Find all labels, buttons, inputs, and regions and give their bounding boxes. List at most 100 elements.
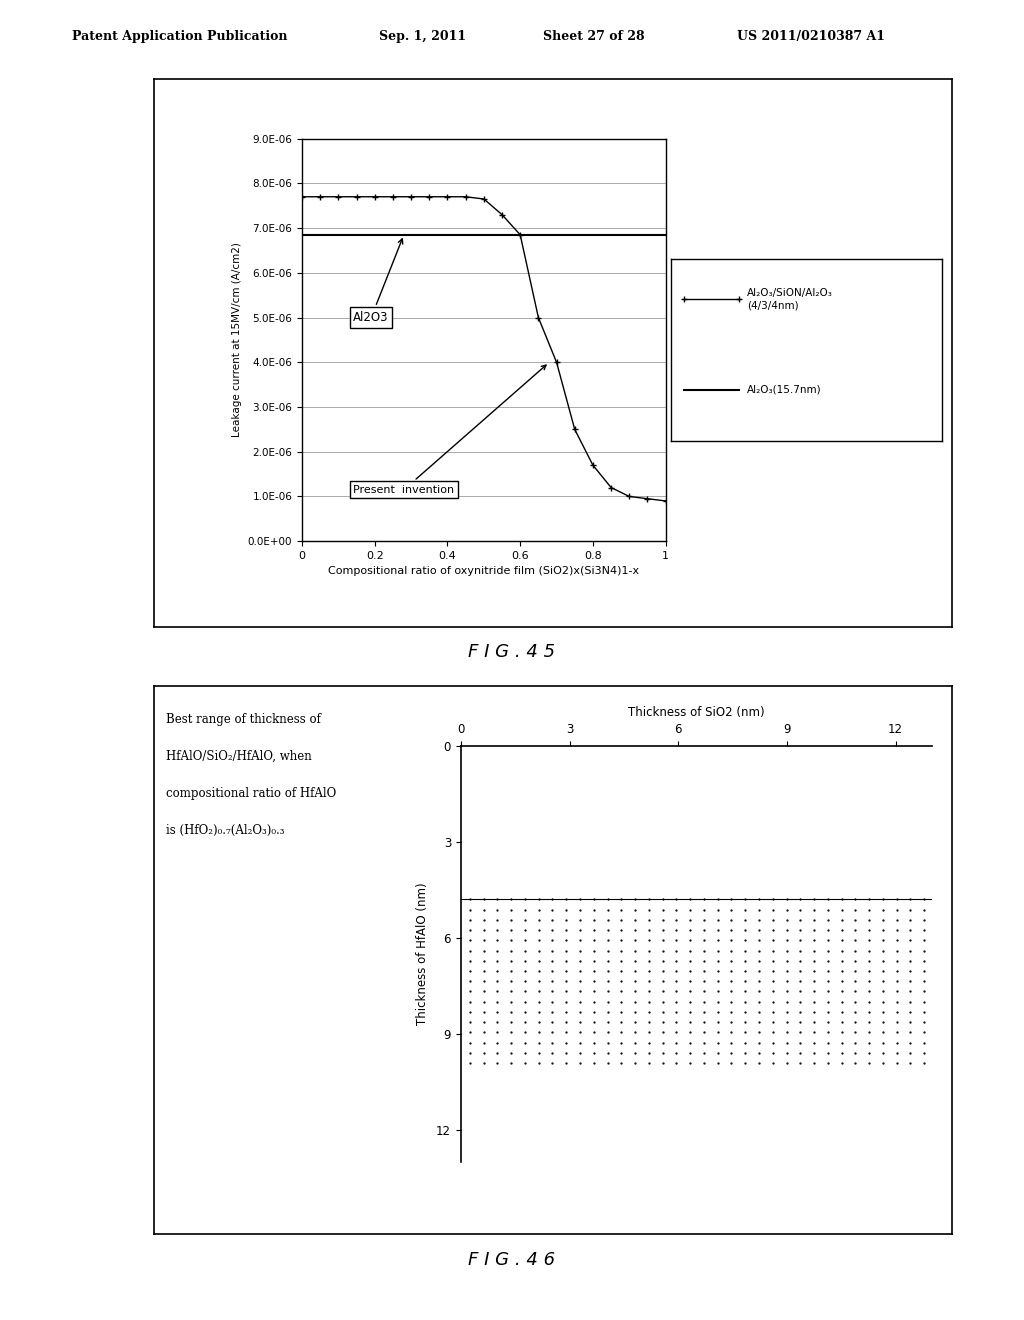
- Point: [847, 940, 863, 961]
- Point: [682, 920, 698, 941]
- Point: [669, 920, 685, 941]
- Point: [641, 1011, 657, 1032]
- Point: [654, 1032, 671, 1053]
- Point: [710, 950, 726, 972]
- Point: [902, 991, 919, 1012]
- Point: [503, 1043, 519, 1064]
- Point: [613, 950, 630, 972]
- Point: [834, 1032, 850, 1053]
- Point: [723, 950, 739, 972]
- Point: [530, 1022, 547, 1043]
- Point: [599, 909, 615, 931]
- Point: [475, 1043, 492, 1064]
- Point: [627, 1032, 643, 1053]
- Point: [847, 929, 863, 950]
- Point: [916, 1032, 933, 1053]
- Point: [475, 899, 492, 920]
- Point: [751, 909, 767, 931]
- Point: [916, 1011, 933, 1032]
- Point: [545, 991, 561, 1012]
- Point: [682, 1022, 698, 1043]
- Point: [765, 1022, 781, 1043]
- Point: [916, 899, 933, 920]
- Text: is (HfO₂)₀.₇(Al₂O₃)₀.₃: is (HfO₂)₀.₇(Al₂O₃)₀.₃: [166, 824, 285, 837]
- Point: [874, 1011, 891, 1032]
- Point: [558, 1011, 574, 1032]
- Point: [847, 899, 863, 920]
- Point: [695, 929, 712, 950]
- Point: [889, 981, 905, 1002]
- Point: [682, 1052, 698, 1073]
- Text: F I G . 4 5: F I G . 4 5: [468, 643, 556, 661]
- Point: [751, 1022, 767, 1043]
- Point: [489, 1052, 506, 1073]
- Point: [599, 1022, 615, 1043]
- Point: [599, 1002, 615, 1023]
- Point: [806, 1052, 822, 1073]
- Point: [599, 1032, 615, 1053]
- Point: [586, 970, 602, 991]
- Point: [765, 950, 781, 972]
- Point: [517, 929, 534, 950]
- Point: [793, 940, 809, 961]
- Point: [571, 1043, 588, 1064]
- Point: [571, 1022, 588, 1043]
- Point: [806, 909, 822, 931]
- Point: [530, 961, 547, 982]
- Point: [778, 961, 795, 982]
- Point: [682, 991, 698, 1012]
- Point: [778, 991, 795, 1012]
- Point: [503, 970, 519, 991]
- Point: [571, 981, 588, 1002]
- Point: [641, 899, 657, 920]
- Point: [475, 1011, 492, 1032]
- Point: [462, 920, 478, 941]
- Point: [641, 1043, 657, 1064]
- Point: [737, 991, 754, 1012]
- Point: [861, 888, 878, 909]
- Point: [462, 970, 478, 991]
- Point: [861, 929, 878, 950]
- Point: [489, 981, 506, 1002]
- Point: [806, 899, 822, 920]
- Point: [778, 950, 795, 972]
- Point: [916, 888, 933, 909]
- Point: [462, 1002, 478, 1023]
- Point: [834, 950, 850, 972]
- Point: [517, 1043, 534, 1064]
- Point: [654, 899, 671, 920]
- Point: [558, 920, 574, 941]
- Point: [778, 888, 795, 909]
- Point: [902, 950, 919, 972]
- Point: [641, 1022, 657, 1043]
- Point: [571, 940, 588, 961]
- Point: [889, 899, 905, 920]
- Point: [571, 991, 588, 1012]
- Point: [834, 929, 850, 950]
- Point: [682, 940, 698, 961]
- Point: [503, 991, 519, 1012]
- Point: [462, 909, 478, 931]
- Point: [834, 970, 850, 991]
- Point: [765, 1002, 781, 1023]
- Point: [545, 909, 561, 931]
- Point: [765, 909, 781, 931]
- Point: [874, 950, 891, 972]
- Point: [682, 970, 698, 991]
- Point: [916, 1043, 933, 1064]
- Point: [737, 940, 754, 961]
- Point: [517, 981, 534, 1002]
- Point: [819, 961, 836, 982]
- Point: [889, 1002, 905, 1023]
- Point: [489, 940, 506, 961]
- Point: [669, 940, 685, 961]
- Point: [558, 909, 574, 931]
- Point: [819, 1011, 836, 1032]
- Point: [641, 991, 657, 1012]
- Point: [765, 1052, 781, 1073]
- Point: [819, 1022, 836, 1043]
- Point: [916, 970, 933, 991]
- Point: [778, 1011, 795, 1032]
- Point: [834, 991, 850, 1012]
- Point: [819, 920, 836, 941]
